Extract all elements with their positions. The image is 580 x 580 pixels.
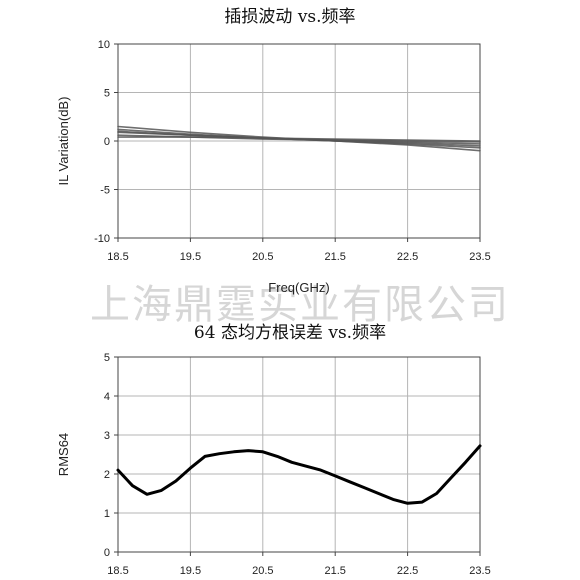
x-tick-label: 22.5 <box>397 565 418 577</box>
x-axis-label: Freq(GHz) <box>268 280 329 295</box>
y-tick-label: 5 <box>104 88 110 100</box>
series-line <box>117 136 481 142</box>
x-tick-label: 22.5 <box>397 251 418 263</box>
x-tick-label: 19.5 <box>180 565 201 577</box>
chart-title-il: 插损波动 vs.频率 <box>224 7 356 27</box>
y-tick-label: 4 <box>104 391 110 403</box>
x-tick-label: 18.5 <box>107 251 128 263</box>
y-tick-label: -5 <box>100 185 110 197</box>
y-tick-label: -10 <box>94 233 110 245</box>
x-tick-label: 19.5 <box>180 251 201 263</box>
series-line <box>116 444 482 505</box>
x-tick-label: 18.5 <box>107 565 128 577</box>
x-tick-label: 23.5 <box>469 251 490 263</box>
series-line <box>117 130 481 147</box>
y-tick-label: 3 <box>104 430 110 442</box>
y-tick-label: 10 <box>98 39 110 51</box>
y-tick-label: 0 <box>104 547 110 559</box>
y-tick-label: 1 <box>104 508 110 520</box>
x-tick-label: 20.5 <box>252 565 273 577</box>
y-tick-label: 5 <box>104 352 110 364</box>
plot-frame <box>117 356 481 553</box>
y-tick-label: 0 <box>104 136 110 148</box>
chart-title-rms: 64 态均方根误差 vs.频率 <box>193 323 387 343</box>
y-tick-label: 2 <box>104 469 110 481</box>
watermark: 上海鼎霆实业有限公司 <box>90 282 510 328</box>
y-axis-label: RMS64 <box>56 433 71 476</box>
x-tick-label: 21.5 <box>324 251 345 263</box>
x-tick-label: 20.5 <box>252 251 273 263</box>
x-tick-label: 23.5 <box>469 565 490 577</box>
y-axis-label: IL Variation(dB) <box>56 97 71 186</box>
x-tick-label: 21.5 <box>324 565 345 577</box>
